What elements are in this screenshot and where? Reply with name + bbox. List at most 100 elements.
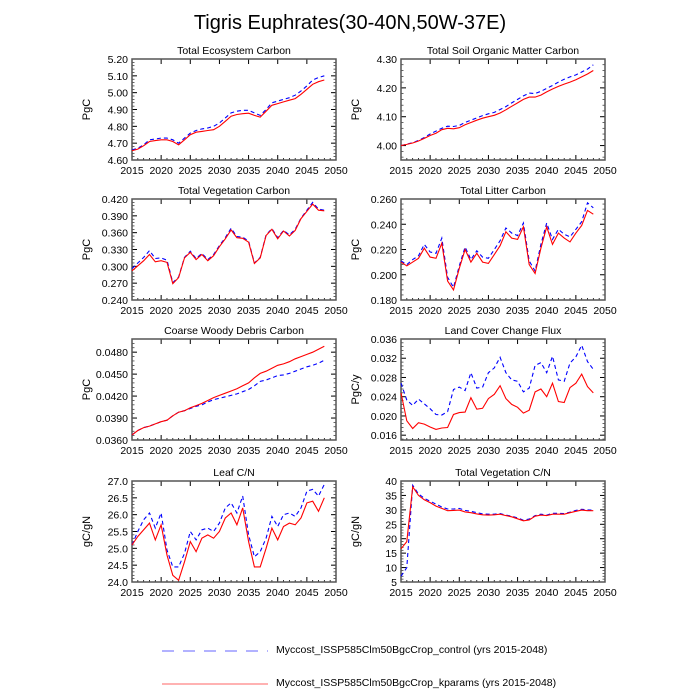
series-line-control	[400, 201, 594, 289]
series-line-control	[400, 64, 594, 147]
y-tick-label: 0.0420	[96, 391, 128, 403]
x-tick-label: 2045	[564, 587, 588, 599]
y-tick-label: 0.032	[371, 353, 397, 365]
plot-frame	[131, 338, 337, 441]
y-tick-label: 0.020	[371, 411, 397, 423]
series-line-kparams	[400, 485, 594, 550]
x-tick-label: 2040	[535, 165, 559, 177]
y-tick-label: 20	[385, 534, 397, 546]
x-tick-label: 2045	[564, 305, 588, 317]
chart-panel-1: Total Ecosystem Carbon PgC 2015 2020 2025 203…	[81, 45, 348, 177]
plot-frame	[400, 198, 606, 301]
y-tick-label: 0.028	[371, 372, 397, 384]
x-tick-label: 2015	[120, 305, 144, 317]
chart-panel-2: Total Soil Organic Matter Carbon PgC 2015 2…	[350, 45, 617, 177]
series-line-kparams	[131, 497, 325, 582]
x-tick-label: 2020	[149, 445, 173, 457]
chart-title: Coarse Woody Debris Carbon	[164, 325, 304, 337]
plot-frame	[131, 58, 337, 161]
plot-frame	[400, 480, 606, 583]
y-tick-label: 4.70	[108, 138, 129, 150]
x-tick-label: 2015	[389, 165, 413, 177]
y-tick-label: 35	[385, 490, 397, 502]
chart-title: Total Litter Carbon	[460, 185, 546, 197]
y-tick-label: 26.0	[108, 510, 129, 522]
series-line-control	[400, 343, 594, 416]
x-tick-label: 2040	[266, 587, 290, 599]
chart-title: Total Soil Organic Matter Carbon	[427, 45, 579, 57]
x-tick-label: 2040	[535, 305, 559, 317]
x-tick-label: 2020	[149, 305, 173, 317]
x-tick-label: 2040	[266, 165, 290, 177]
plot-frame	[400, 338, 606, 441]
x-tick-label: 2045	[295, 445, 319, 457]
x-tick-label: 2035	[506, 165, 530, 177]
x-tick-label: 2035	[506, 445, 530, 457]
y-tick-label: 4.00	[377, 141, 398, 153]
y-axis-label: PgC	[350, 99, 362, 120]
y-tick-label: 10	[385, 563, 397, 575]
y-axis-label: PgC/y	[350, 374, 362, 404]
x-tick-label: 2015	[120, 587, 144, 599]
legend-dashed-line-icon	[162, 650, 268, 652]
series-line-kparams	[400, 372, 594, 430]
y-tick-label: 0.300	[102, 261, 128, 273]
y-tick-label: 4.60	[108, 155, 129, 167]
y-tick-label: 0.360	[102, 228, 128, 240]
y-tick-label: 30	[385, 505, 397, 517]
main-title: Tigris Euphrates(30-40N,50W-37E)	[193, 12, 507, 34]
x-tick-label: 2040	[535, 445, 559, 457]
series-line-kparams	[131, 345, 325, 436]
series-line-control	[131, 201, 325, 284]
plot-frame	[131, 198, 337, 301]
x-tick-label: 2030	[477, 165, 501, 177]
y-tick-label: 0.240	[102, 295, 128, 307]
y-tick-label: 0.390	[102, 211, 128, 223]
x-tick-label: 2035	[237, 165, 261, 177]
x-tick-label: 2015	[120, 445, 144, 457]
series-line-control	[131, 359, 325, 436]
x-tick-label: 2050	[593, 165, 617, 177]
x-tick-label: 2025	[179, 587, 203, 599]
x-tick-label: 2040	[535, 587, 559, 599]
y-tick-label: 0.330	[102, 245, 128, 257]
x-tick-label: 2030	[208, 587, 232, 599]
y-tick-label: 0.024	[371, 392, 397, 404]
y-tick-label: 24.0	[108, 577, 129, 589]
y-tick-label: 5.00	[108, 88, 129, 100]
x-tick-label: 2050	[324, 165, 348, 177]
y-tick-label: 40	[385, 476, 397, 488]
legend-solid-line-icon	[162, 683, 268, 685]
y-tick-label: 5	[391, 577, 397, 589]
y-axis-label: PgC	[81, 239, 93, 260]
x-tick-label: 2015	[389, 305, 413, 317]
y-tick-label: 0.0480	[96, 347, 128, 359]
y-tick-label: 0.016	[371, 430, 397, 442]
series-line-control	[131, 484, 325, 568]
y-tick-label: 26.5	[108, 493, 129, 505]
y-tick-label: 0.270	[102, 278, 128, 290]
y-axis-label: PgC	[81, 379, 93, 400]
y-tick-label: 27.0	[108, 476, 129, 488]
x-tick-label: 2025	[179, 305, 203, 317]
series-line-kparams	[131, 79, 325, 152]
y-tick-label: 0.180	[371, 295, 397, 307]
chart-panel-6: Land Cover Change Flux PgC/y 2015 2020 2025 2…	[350, 325, 617, 457]
x-tick-label: 2035	[237, 587, 261, 599]
y-axis-label: PgC	[81, 99, 93, 120]
chart-title: Total Vegetation Carbon	[178, 185, 290, 197]
x-tick-label: 2050	[593, 305, 617, 317]
plot-frame	[131, 480, 337, 583]
x-tick-label: 2025	[448, 445, 472, 457]
x-tick-label: 2050	[593, 587, 617, 599]
x-tick-label: 2035	[237, 445, 261, 457]
x-tick-label: 2030	[208, 165, 232, 177]
series-line-kparams	[400, 209, 594, 292]
chart-panel-4: Total Litter Carbon PgC 2015 2020 2025 2030 20…	[350, 185, 617, 317]
x-tick-label: 2045	[295, 587, 319, 599]
y-tick-label: 4.90	[108, 105, 129, 117]
chart-title: Leaf C/N	[213, 467, 254, 479]
chart-panel-5: Coarse Woody Debris Carbon PgC 2015 2020 202…	[81, 325, 348, 457]
